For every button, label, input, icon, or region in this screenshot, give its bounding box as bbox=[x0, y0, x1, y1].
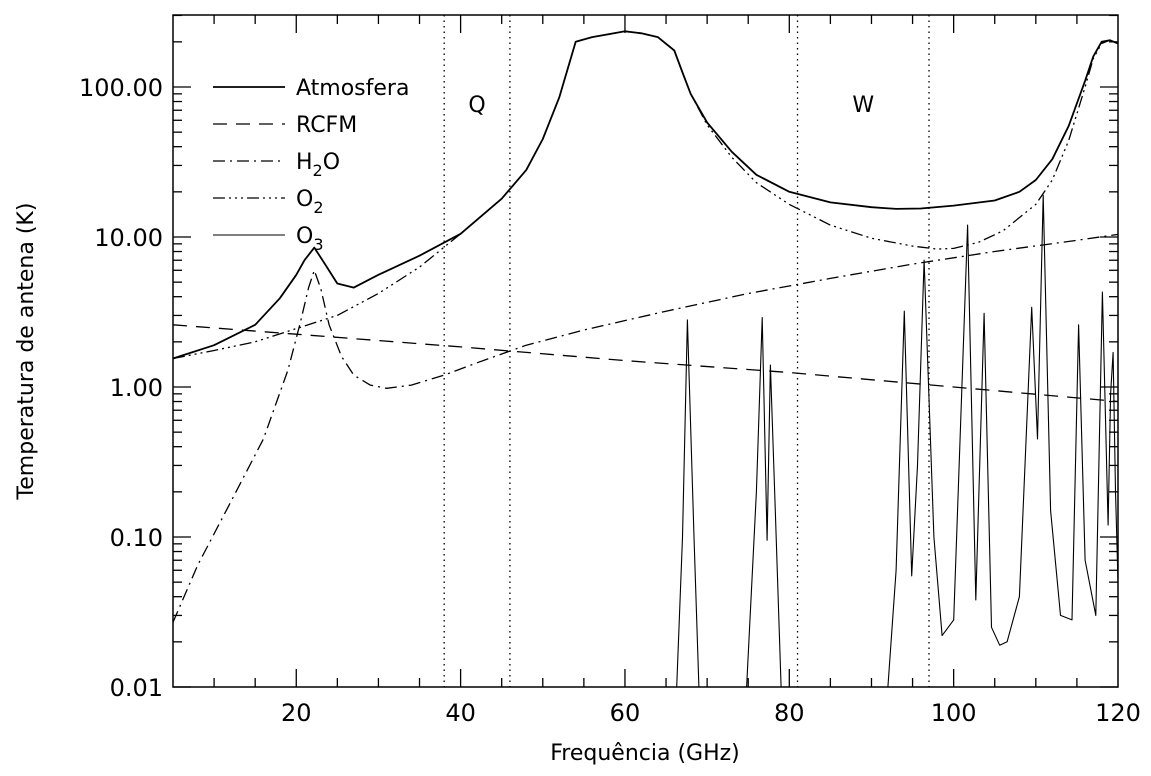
x-tick-label: 40 bbox=[445, 699, 476, 727]
series-line-h2o bbox=[173, 233, 1118, 623]
series-line-o3 bbox=[746, 317, 782, 687]
series-line-rcfm bbox=[173, 324, 1118, 403]
x-tick-label: 80 bbox=[774, 699, 805, 727]
plot-area bbox=[172, 14, 1119, 688]
legend-label: RCFM bbox=[296, 113, 357, 138]
y-axis-title: Temperatura de antena (K) bbox=[14, 203, 39, 501]
y-tick-label: 10.00 bbox=[94, 224, 163, 252]
y-tick-label: 1.00 bbox=[110, 374, 163, 402]
legend: Atmosfera RCFM H2O O2 O3 bbox=[213, 76, 409, 254]
x-tick-label: 120 bbox=[1095, 699, 1141, 727]
series-line-o3 bbox=[887, 194, 1118, 687]
y-tick-label: 0.10 bbox=[110, 524, 163, 552]
legend-label: H2O bbox=[296, 150, 340, 180]
y-tick-label: 0.01 bbox=[110, 674, 163, 702]
x-tick-label: 60 bbox=[610, 699, 641, 727]
legend-label: O2 bbox=[296, 187, 324, 217]
axis-tick-labels: 20 40 60 80 100 120 0.01 0.10 1.00 10.00 100.00 bbox=[79, 74, 1141, 727]
legend-label: O3 bbox=[296, 224, 324, 254]
band-label: Q bbox=[468, 93, 485, 118]
chart-series bbox=[173, 30, 1118, 687]
x-axis-title: Frequência (GHz) bbox=[550, 741, 740, 766]
axis-ticks bbox=[173, 14, 1118, 688]
x-tick-label: 20 bbox=[281, 699, 312, 727]
band-label: W bbox=[852, 93, 874, 118]
series-line-o2 bbox=[173, 30, 1118, 360]
plot-frame bbox=[172, 14, 1119, 688]
series-line-o3 bbox=[676, 319, 700, 687]
legend-label: Atmosfera bbox=[296, 76, 409, 101]
y-tick-label: 100.00 bbox=[79, 74, 163, 102]
x-tick-label: 100 bbox=[931, 699, 977, 727]
